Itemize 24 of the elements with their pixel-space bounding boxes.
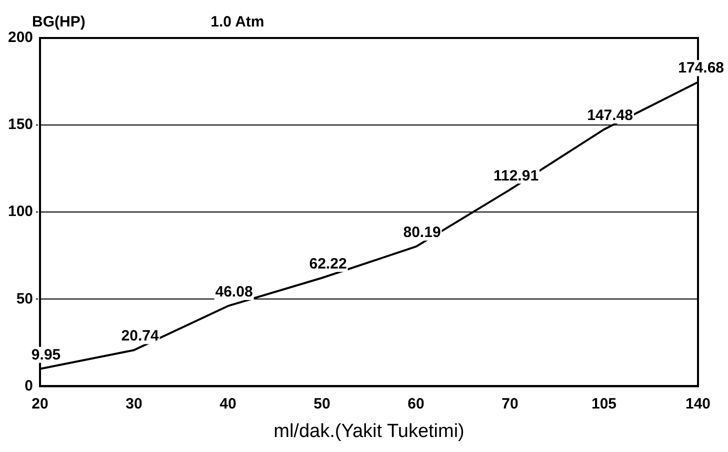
data-label: 46.08 [215,284,253,301]
x-tick-label: 140 [685,395,711,412]
x-tick-label: 105 [591,395,617,412]
data-label: 112.91 [493,167,539,184]
data-label: 174.68 [678,60,724,77]
y-tick-label: 100 [8,203,34,220]
y-tick-label: 200 [8,29,34,46]
x-tick-label: 60 [408,395,424,412]
x-tick-label: 50 [314,395,330,412]
x-tick-label: 70 [502,395,518,412]
x-tick-label: 20 [32,395,48,412]
data-label: 147.48 [587,107,633,124]
chart-title: 1.0 Atm [210,14,264,31]
y-tick-label: 150 [8,116,34,134]
y-tick-label: 0 [24,377,34,394]
x-tick-label: 30 [126,395,142,412]
data-label: 62.22 [309,256,347,273]
data-label: 80.19 [403,224,441,242]
x-tick-label: 40 [220,395,236,412]
x-axis-title: ml/dak.(Yakit Tuketimi) [274,420,464,442]
data-label: 20.74 [121,328,160,345]
data-label: 9.95 [31,346,61,364]
y-axis-title: BG(HP) [32,14,86,31]
y-tick-label: 50 [16,290,34,308]
